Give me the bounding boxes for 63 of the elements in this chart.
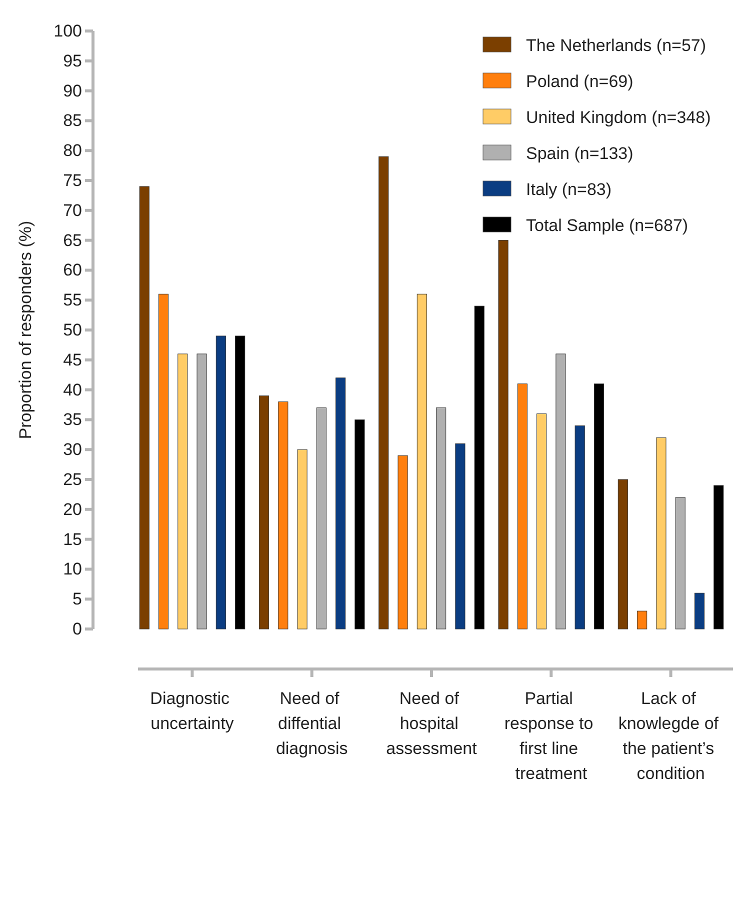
bar: [139, 186, 150, 630]
bar: [618, 479, 628, 630]
y-tick-label: 60: [63, 260, 82, 280]
y-tick-label: 70: [63, 200, 82, 220]
bar: [637, 610, 648, 630]
y-tick-label: 45: [63, 350, 82, 370]
bar: [378, 156, 389, 630]
y-tick-label: 40: [63, 380, 82, 400]
x-tick-label: Partial response to first line treatment: [504, 689, 598, 783]
y-tick-label: 85: [63, 111, 82, 130]
bar: [216, 336, 226, 630]
y-tick-label: 80: [63, 141, 82, 160]
x-tick-label: Lack of knowlegde of the patient’s condition: [618, 689, 724, 783]
y-tick-label: 100: [54, 21, 82, 40]
bar: [517, 384, 528, 630]
bar: [235, 336, 246, 630]
y-tick-label: 65: [63, 230, 82, 250]
bar: [416, 294, 427, 630]
y-axis-title: Proportion of responders (%): [16, 220, 35, 440]
bar: [656, 437, 666, 630]
y-tick-label: 50: [63, 320, 82, 340]
y-tick-label: 5: [72, 590, 82, 609]
y-tick-label: 75: [63, 170, 82, 190]
y-tick-label: 35: [63, 410, 82, 430]
bar: [178, 354, 188, 630]
bar: [694, 592, 705, 630]
legend-label: Italy (n=83): [526, 180, 612, 199]
bar: [436, 407, 446, 630]
legend-label: Spain (n=133): [526, 144, 634, 163]
bar: [297, 449, 308, 630]
bar: [336, 378, 346, 630]
y-tick-label: 0: [72, 619, 82, 638]
y-tick-label: 10: [63, 560, 82, 579]
x-tick-label: Diagnostic uncertainty: [150, 689, 234, 733]
bar: [675, 497, 686, 630]
legend-label: The Netherlands (n=57): [526, 36, 706, 55]
legend-label: United Kingdom (n=348): [526, 108, 711, 127]
bar: [536, 413, 547, 630]
x-tick-label: Need of hospital assessment: [386, 689, 478, 758]
y-tick-label: 15: [63, 530, 82, 549]
bar: [594, 384, 604, 630]
bar: [196, 354, 207, 630]
bar: [474, 306, 484, 630]
bar: [354, 419, 365, 630]
bar: [455, 443, 466, 630]
bar: [398, 455, 408, 630]
y-tick-label: 25: [63, 470, 82, 489]
bar: [258, 396, 270, 630]
bar: [278, 402, 288, 630]
bar: [574, 425, 585, 630]
bar: [556, 354, 566, 630]
bar: [316, 407, 326, 630]
bar: [714, 485, 724, 630]
legend-label: Poland (n=69): [526, 72, 634, 91]
y-tick-label: 90: [63, 81, 82, 100]
legend-label: Total Sample (n=687): [526, 216, 688, 235]
y-tick-label: 20: [63, 500, 82, 519]
bar: [498, 240, 508, 630]
x-tick-label: Need of diffential diagnosis: [276, 689, 348, 758]
bar: [158, 294, 169, 630]
y-tick-label: 95: [63, 51, 82, 70]
y-tick-label: 30: [63, 440, 82, 460]
y-tick-label: 55: [63, 290, 82, 310]
